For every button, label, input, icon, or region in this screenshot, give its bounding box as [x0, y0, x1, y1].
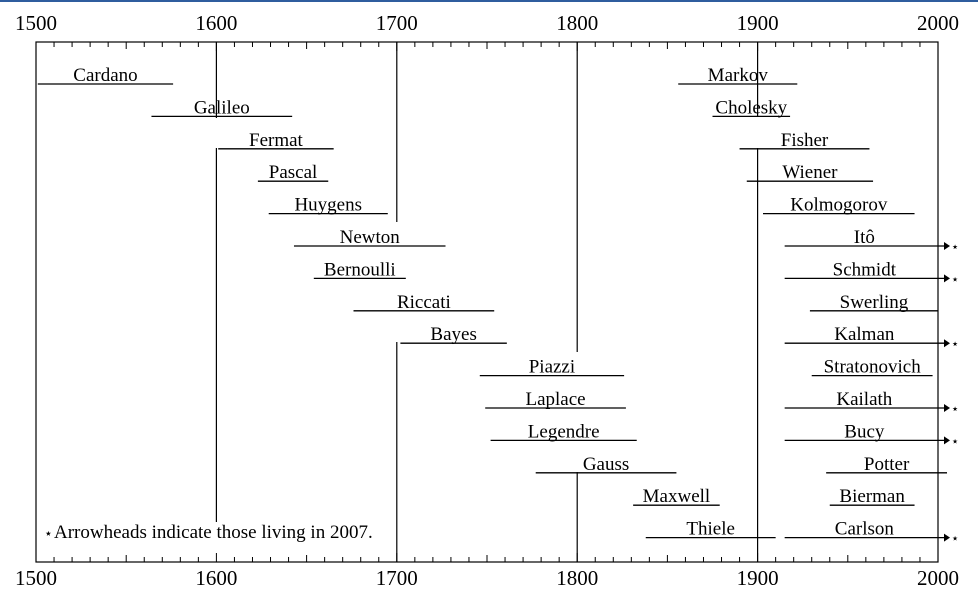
- lifespan-wiener: Wiener: [746, 162, 874, 183]
- lifespan-name: Swerling: [840, 292, 909, 313]
- lifespan-name: Huygens: [294, 195, 362, 216]
- lifespan-laplace: Laplace: [485, 389, 626, 410]
- lifespan-name: Newton: [340, 227, 401, 248]
- tick-label-top: 1700: [376, 11, 418, 35]
- annotation-star: ⋆: [44, 527, 53, 542]
- lifespan-pascal: Pascal: [257, 162, 329, 183]
- lifespan-name: Galileo: [194, 97, 250, 118]
- living-star-icon: ⋆: [951, 433, 959, 448]
- lifespan-name: Bayes: [430, 324, 476, 345]
- lifespan-name: Laplace: [525, 389, 585, 410]
- tick-label-top: 2000: [917, 11, 959, 35]
- living-star-icon: ⋆: [951, 401, 959, 416]
- lifespan-name: Legendre: [528, 421, 600, 442]
- plot-frame: [35, 41, 939, 563]
- tick-label-bottom: 1700: [376, 566, 418, 590]
- lifespan-newton: Newton: [293, 227, 446, 248]
- arrowhead-icon: [944, 436, 950, 445]
- lifespan-huygens: Huygens: [268, 195, 388, 216]
- tick-label-bottom: 1500: [15, 566, 57, 590]
- lifespan-schmidt: Schmidt ⋆: [784, 259, 959, 286]
- lifespan-name: Carlson: [835, 519, 895, 540]
- lifespan-name: Maxwell: [643, 486, 711, 507]
- arrowhead-icon: [944, 404, 950, 412]
- lifespan-bernoulli: Bernoulli: [313, 259, 406, 280]
- lifespan-name: Riccati: [397, 292, 451, 313]
- lifespan-swerling: Swerling: [809, 292, 938, 313]
- lifespan-piazzi: Piazzi: [479, 357, 625, 378]
- lifespan-bayes: Bayes: [400, 324, 507, 345]
- lifespan-name: Fisher: [781, 130, 829, 151]
- lifespan-legendre: Legendre: [490, 421, 637, 442]
- tick-label-bottom: 1900: [737, 566, 779, 590]
- lifespan-bucy: Bucy ⋆: [784, 421, 959, 448]
- century-lines: [215, 42, 759, 562]
- lifespan-name: Gauss: [583, 454, 629, 475]
- lifespan-name: Kolmogorov: [790, 195, 888, 216]
- lifespan-name: Kailath: [836, 389, 892, 410]
- lifespan-fermat: Fermat: [218, 130, 334, 151]
- lifespan-kolmogorov: Kolmogorov: [763, 195, 915, 216]
- lifespan-gauss: Gauss: [535, 454, 677, 475]
- lifespan-itô: Itô ⋆: [784, 227, 959, 254]
- lifespan-name: Itô: [854, 227, 875, 248]
- lifespan-name: Cholesky: [715, 97, 787, 118]
- tick-label-bottom: 1600: [195, 566, 237, 590]
- lifespan-name: Bernoulli: [324, 259, 396, 280]
- lifespan-potter: Potter: [826, 454, 948, 475]
- lifespan-cardano: Cardano: [37, 65, 174, 86]
- lifespan-bierman: Bierman: [829, 486, 915, 507]
- arrowhead-icon: [944, 242, 950, 250]
- lifespan-name: Fermat: [249, 130, 304, 151]
- lifespan-name: Potter: [864, 454, 910, 475]
- lifespans: Cardano Galileo Fermat Pascal Huygens Newton B…: [37, 65, 959, 546]
- annotation-text: Arrowheads indicate those living in 2007…: [54, 522, 373, 543]
- lifespan-galileo: Galileo: [151, 97, 293, 118]
- annotation-group: ⋆ Arrowheads indicate those living in 20…: [44, 522, 373, 543]
- lifespan-kalman: Kalman ⋆: [784, 324, 959, 351]
- living-star-icon: ⋆: [951, 531, 959, 546]
- axis-tick-labels: 1500 1500 1600 1600 1700 1700 1800 1800 1900 1900…: [15, 11, 959, 590]
- tick-label-bottom: 1800: [556, 566, 598, 590]
- lifespan-name: Kalman: [834, 324, 895, 345]
- living-star-icon: ⋆: [951, 271, 959, 286]
- arrowhead-icon: [944, 533, 950, 542]
- top-border: [0, 0, 978, 2]
- lifespan-name: Cardano: [73, 65, 137, 86]
- lifespan-carlson: Carlson ⋆: [784, 519, 959, 546]
- tick-label-bottom: 2000: [917, 566, 959, 590]
- living-star-icon: ⋆: [951, 336, 959, 351]
- lifespan-fisher: Fisher: [739, 130, 870, 151]
- tick-label-top: 1600: [195, 11, 237, 35]
- lifespan-name: Stratonovich: [824, 357, 922, 378]
- tick-label-top: 1900: [737, 11, 779, 35]
- lifespan-kailath: Kailath ⋆: [784, 389, 959, 416]
- lifespan-name: Schmidt: [833, 259, 897, 280]
- tick-label-top: 1800: [556, 11, 598, 35]
- lifespan-markov: Markov: [678, 65, 798, 86]
- lifespan-name: Piazzi: [529, 357, 575, 378]
- lifespan-thiele: Thiele: [645, 519, 776, 540]
- lifespan-riccati: Riccati: [353, 292, 495, 313]
- lifespan-name: Pascal: [269, 162, 318, 183]
- living-star-icon: ⋆: [951, 239, 959, 254]
- arrowhead-icon: [944, 339, 950, 348]
- lifespan-stratonovich: Stratonovich: [811, 357, 933, 378]
- lifespan-name: Bucy: [844, 421, 885, 442]
- lifespan-name: Thiele: [686, 519, 735, 540]
- arrowhead-icon: [944, 274, 950, 283]
- lifespan-name: Bierman: [839, 486, 905, 507]
- lifespan-maxwell: Maxwell: [633, 486, 720, 507]
- lifespan-name: Wiener: [782, 162, 838, 183]
- tick-label-top: 1500: [15, 11, 57, 35]
- lifespan-name: Markov: [708, 65, 769, 86]
- axis-ticks: [35, 42, 939, 562]
- lifespan-cholesky: Cholesky: [712, 97, 791, 118]
